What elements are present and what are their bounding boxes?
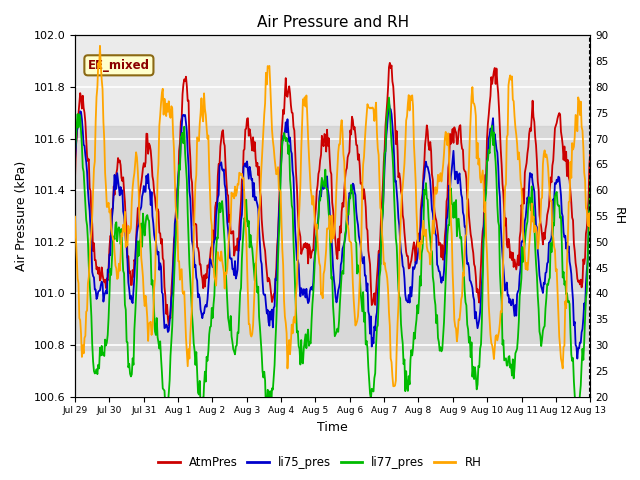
Y-axis label: Air Pressure (kPa): Air Pressure (kPa) [15, 161, 28, 271]
Text: EE_mixed: EE_mixed [88, 59, 150, 72]
Legend: AtmPres, li75_pres, li77_pres, RH: AtmPres, li75_pres, li77_pres, RH [154, 452, 486, 474]
Title: Air Pressure and RH: Air Pressure and RH [257, 15, 409, 30]
X-axis label: Time: Time [317, 421, 348, 434]
Bar [75, 126, 590, 350]
Y-axis label: RH: RH [612, 207, 625, 225]
